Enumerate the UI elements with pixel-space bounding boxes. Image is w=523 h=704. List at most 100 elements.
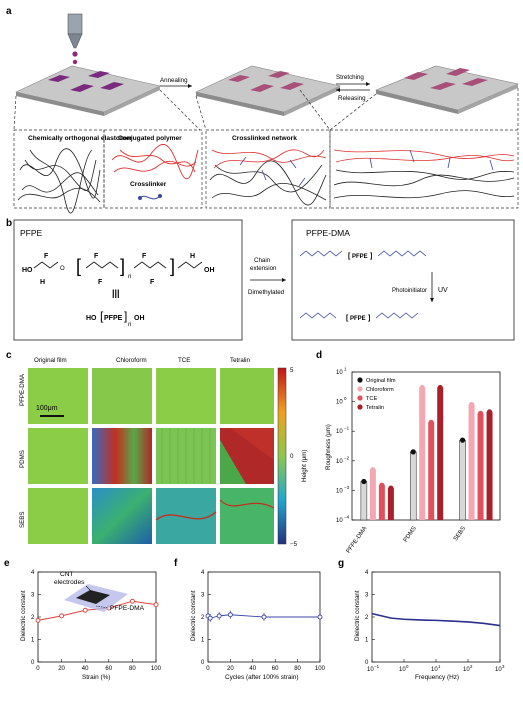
xtick-label: 40: [249, 666, 256, 672]
ytick-label: 4: [31, 570, 35, 576]
xtick-label: 10: [431, 667, 438, 673]
data-point: [59, 613, 65, 619]
axes-frame: [351, 371, 501, 521]
ytick-label: 10: [336, 370, 343, 376]
bar-point: [419, 384, 425, 391]
bar: [387, 488, 394, 520]
col-title-3: Tetralin: [230, 357, 251, 364]
svg-text:]: ]: [170, 256, 175, 276]
legend-marker: [357, 386, 363, 392]
xtick-label: PDMS: [403, 526, 418, 544]
network-label: Crosslinked network: [232, 135, 297, 142]
bar: [378, 485, 385, 520]
ylabel: Dielectric constant: [20, 590, 27, 641]
colorbar-tick-mid: 0: [290, 453, 294, 460]
bar: [468, 404, 475, 520]
annealing-arrowhead: [188, 84, 192, 88]
tce-stripes: [161, 428, 211, 484]
ytick-label: 0: [365, 660, 369, 666]
xtick-label: 40: [82, 666, 89, 672]
bar: [428, 422, 435, 520]
ytick-label: 10: [336, 429, 343, 435]
colorbar: [277, 367, 287, 545]
data-point: [317, 614, 323, 620]
axes-frame: [371, 571, 501, 663]
data-point: [207, 615, 213, 621]
xtick-exp: 2: [470, 664, 473, 669]
colorbar-tick-top: 5: [290, 367, 294, 374]
panel-b-label: b: [6, 218, 12, 229]
pfpe-dma-structure: [ PFPE ] Photoinitiator UV [ PFPE ]: [299, 250, 448, 322]
svg-text:H: H: [190, 253, 195, 260]
xtick-label: 100: [315, 666, 326, 672]
svg-text:OH: OH: [134, 315, 145, 322]
pfpe-structure: HO F H O [ F F ] n F F ] H OH ||| HO [ P…: [22, 253, 215, 328]
legend-label: Tetralin: [366, 405, 384, 411]
series-line: [371, 612, 501, 627]
xtick-label: 10: [495, 667, 502, 673]
chain-label: Chain: [254, 257, 271, 264]
xlabel: Cycles (after 100% strain): [225, 674, 299, 681]
svg-text:n: n: [128, 322, 132, 328]
bar: [477, 413, 484, 520]
svg-text:Photoinitiator: Photoinitiator: [392, 288, 427, 294]
xtick-label: 0: [36, 666, 40, 672]
map-pfpe-tetralin: [220, 368, 274, 424]
legend-label: Chloroform: [366, 387, 394, 393]
bar-point: [428, 419, 434, 425]
elastomer-label: Chemically orthogonal elastomer: [28, 135, 132, 142]
bar-point: [379, 482, 385, 488]
row-title-0: PFPE-DMA: [19, 373, 26, 406]
ytick-label: 10: [336, 459, 343, 465]
xtick-exp: 0: [406, 664, 409, 669]
inset-pointer: [95, 605, 109, 609]
bar-point: [477, 410, 484, 416]
row-title-2: SEBS: [19, 511, 26, 528]
xtick-label: 0: [206, 666, 210, 672]
stretching-label: Stretching: [336, 74, 364, 81]
xtick-label: 60: [272, 666, 279, 672]
ytick-label: 10: [336, 518, 343, 524]
map-sebs-original: [28, 488, 88, 544]
pfpe-dma-box: [291, 219, 515, 341]
pfpe-dma-title: PFPE-DMA: [306, 228, 350, 238]
svg-text:PFPE: PFPE: [104, 315, 123, 322]
svg-text:F: F: [44, 253, 49, 260]
svg-text:HO: HO: [86, 315, 97, 322]
bar-point: [468, 401, 475, 408]
ytick-label: 2: [365, 615, 369, 621]
stretched-network-chains: [333, 149, 515, 199]
substrate-printed: [15, 65, 161, 116]
svg-text:OH: OH: [204, 267, 215, 274]
map-pdms-chloroform: [92, 428, 152, 484]
box-polymer: [103, 129, 203, 209]
inset-cnt-label: CNT: [60, 571, 74, 578]
map-pfpe-original: [28, 368, 88, 424]
panel-d-label: d: [316, 350, 322, 361]
panel-e-label: e: [4, 558, 10, 569]
ytick-label: 3: [365, 593, 369, 599]
bar-point: [388, 485, 394, 491]
svg-text:]: ]: [120, 256, 125, 276]
conjugated-polymer-chains: [111, 143, 199, 180]
pfpe-title: PFPE: [20, 228, 43, 238]
ytick-exp: 1: [344, 367, 347, 372]
crosslinker-label: Crosslinker: [130, 181, 167, 188]
ytick-label: 10: [336, 400, 343, 406]
ytick-exp: −2: [344, 455, 350, 460]
crosslinker-icon: [138, 194, 162, 200]
ylabel: Dielectric constant: [190, 590, 197, 641]
bar: [369, 469, 376, 520]
data-point: [129, 598, 135, 604]
panel-f-label: f: [174, 558, 178, 569]
svg-text:PFPE: PFPE: [352, 254, 368, 260]
polymer-label: Conjugated polymer: [118, 135, 182, 142]
svg-text:]: ]: [368, 315, 370, 322]
data-point: [153, 602, 159, 608]
svg-text:]: ]: [370, 253, 372, 260]
legend-marker: [357, 404, 363, 410]
